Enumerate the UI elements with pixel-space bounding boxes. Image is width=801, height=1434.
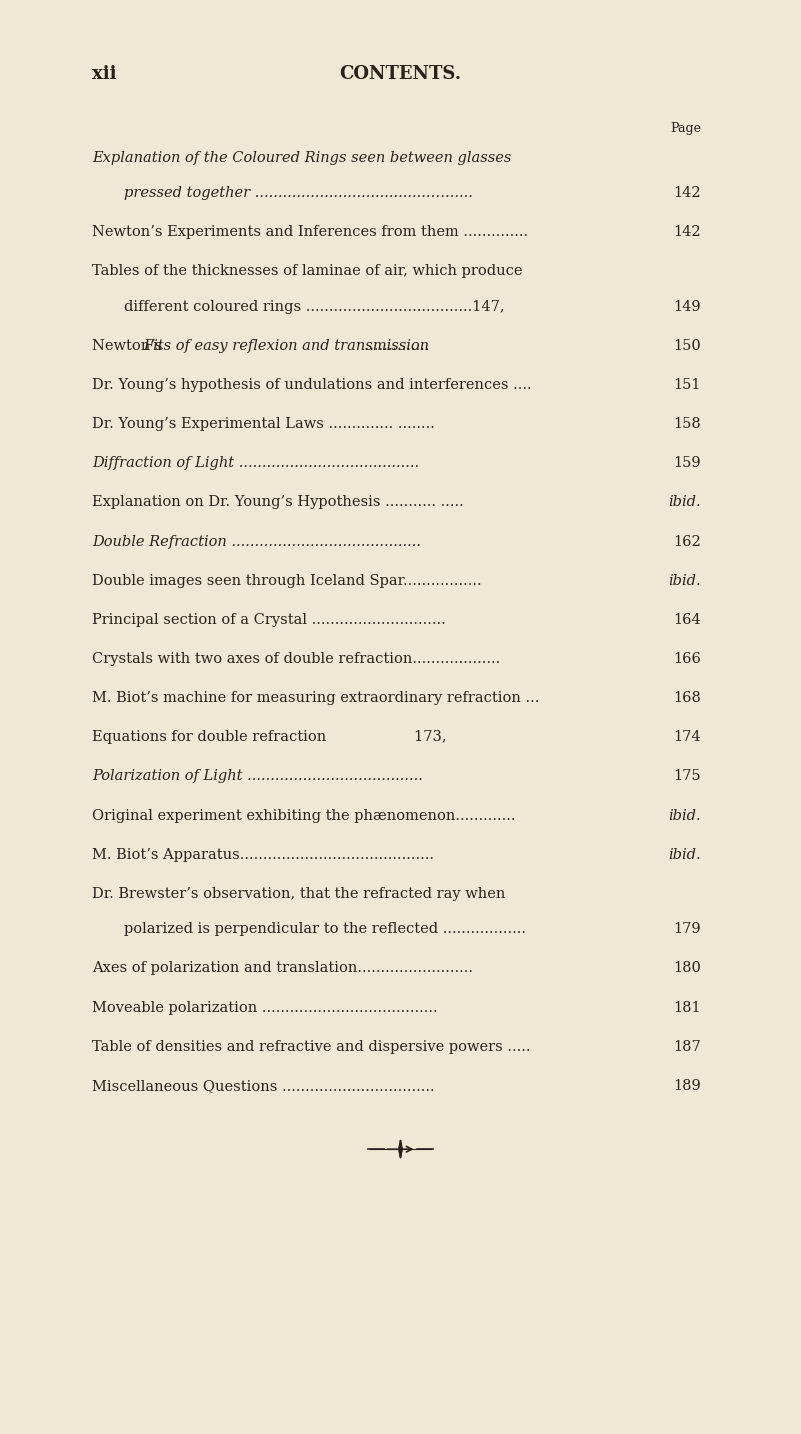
Text: ibid.: ibid. [668, 809, 701, 823]
Text: Table of densities and refractive and dispersive powers .....: Table of densities and refractive and di… [92, 1040, 530, 1054]
Text: Principal section of a Crystal .............................: Principal section of a Crystal .........… [92, 612, 446, 627]
Text: 174: 174 [674, 730, 701, 744]
Text: Fits of easy reflexion and transmission: Fits of easy reflexion and transmission [143, 338, 429, 353]
Text: Tables of the thicknesses of laminae of air, which produce: Tables of the thicknesses of laminae of … [92, 264, 522, 278]
Text: 175: 175 [674, 770, 701, 783]
Text: 158: 158 [673, 417, 701, 432]
Text: Dr. Young’s Experimental Laws .............. ........: Dr. Young’s Experimental Laws ..........… [92, 417, 435, 432]
Text: ibid.: ibid. [668, 574, 701, 588]
Text: 189: 189 [673, 1078, 701, 1093]
Text: M. Biot’s machine for measuring extraordinary refraction ...: M. Biot’s machine for measuring extraord… [92, 691, 540, 706]
Text: 150: 150 [673, 338, 701, 353]
Text: 166: 166 [673, 652, 701, 665]
Text: Diffraction of Light .......................................: Diffraction of Light ...................… [92, 456, 419, 470]
Text: Page: Page [670, 122, 701, 135]
Text: 162: 162 [673, 535, 701, 549]
Text: 142: 142 [674, 186, 701, 199]
Text: M. Biot’s Apparatus..........................................: M. Biot’s Apparatus.....................… [92, 847, 434, 862]
Text: polarized is perpendicular to the reflected ..................: polarized is perpendicular to the reflec… [124, 922, 526, 936]
Text: Dr. Brewster’s observation, that the refracted ray when: Dr. Brewster’s observation, that the ref… [92, 886, 505, 901]
Text: 142: 142 [674, 225, 701, 239]
Text: Dr. Young’s hypothesis of undulations and interferences ....: Dr. Young’s hypothesis of undulations an… [92, 379, 532, 391]
Text: 164: 164 [673, 612, 701, 627]
Text: Equations for double refraction                   173,: Equations for double refraction 173, [92, 730, 447, 744]
Text: 159: 159 [674, 456, 701, 470]
Text: Polarization of Light ......................................: Polarization of Light ..................… [92, 770, 423, 783]
Text: Original experiment exhibiting the phænomenon.............: Original experiment exhibiting the phæno… [92, 809, 516, 823]
Text: ibid.: ibid. [668, 847, 701, 862]
Text: 151: 151 [674, 379, 701, 391]
Text: Axes of polarization and translation.........................: Axes of polarization and translation....… [92, 961, 473, 975]
Text: Double Refraction .........................................: Double Refraction ......................… [92, 535, 421, 549]
Text: Moveable polarization ......................................: Moveable polarization ..................… [92, 1001, 437, 1015]
Text: 168: 168 [673, 691, 701, 706]
Text: Double images seen through Iceland Spar.................: Double images seen through Iceland Spar.… [92, 574, 481, 588]
Text: ..............: .............. [360, 338, 429, 353]
Text: Explanation on Dr. Young’s Hypothesis ........... .....: Explanation on Dr. Young’s Hypothesis ..… [92, 495, 464, 509]
Text: Explanation of the Coloured Rings seen between glasses: Explanation of the Coloured Rings seen b… [92, 151, 512, 165]
Text: Crystals with two axes of double refraction...................: Crystals with two axes of double refract… [92, 652, 501, 665]
Text: Newton’s Experiments and Inferences from them ..............: Newton’s Experiments and Inferences from… [92, 225, 528, 239]
Polygon shape [399, 1140, 402, 1157]
Text: ibid.: ibid. [668, 495, 701, 509]
Text: 180: 180 [673, 961, 701, 975]
Text: 181: 181 [674, 1001, 701, 1015]
Text: Newton’s: Newton’s [92, 338, 167, 353]
Text: 149: 149 [674, 300, 701, 314]
Text: xii: xii [92, 65, 117, 83]
Text: different coloured rings ....................................147,: different coloured rings ...............… [124, 300, 505, 314]
Text: Miscellaneous Questions .................................: Miscellaneous Questions ................… [92, 1078, 435, 1093]
Text: 179: 179 [674, 922, 701, 936]
Text: CONTENTS.: CONTENTS. [340, 65, 461, 83]
Text: pressed together ......................................…......: pressed together .......................… [124, 186, 473, 199]
Text: 187: 187 [673, 1040, 701, 1054]
